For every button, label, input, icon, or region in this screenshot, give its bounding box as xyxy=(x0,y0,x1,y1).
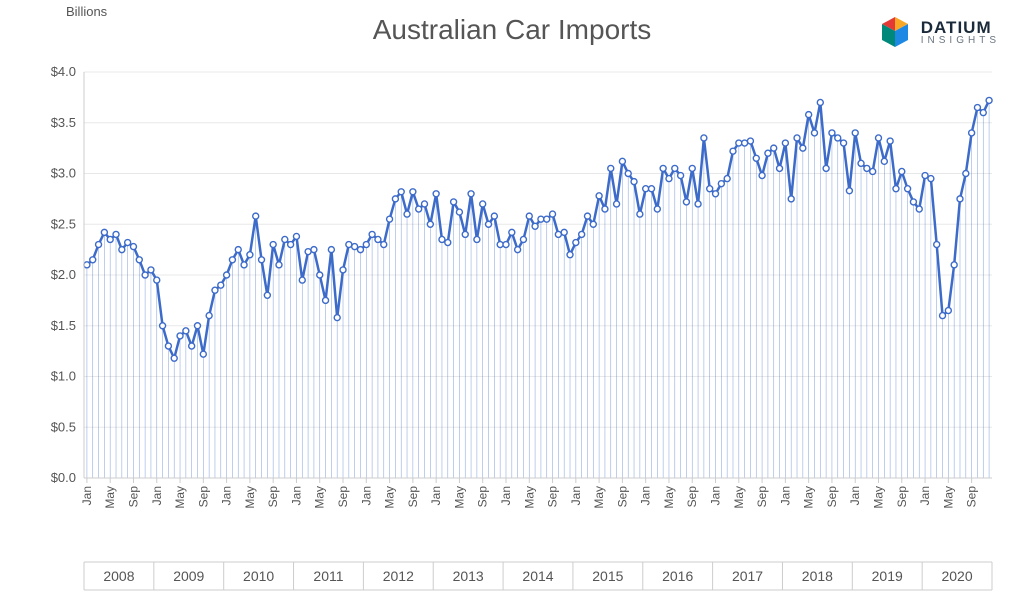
svg-text:2014: 2014 xyxy=(522,568,553,584)
svg-text:Jan: Jan xyxy=(709,486,723,505)
svg-text:May: May xyxy=(103,486,117,509)
svg-text:$2.5: $2.5 xyxy=(51,216,76,231)
svg-text:May: May xyxy=(243,486,257,509)
svg-text:Sep: Sep xyxy=(266,486,280,508)
svg-text:$0.0: $0.0 xyxy=(51,470,76,485)
svg-text:2012: 2012 xyxy=(383,568,414,584)
svg-text:Jan: Jan xyxy=(848,486,862,505)
svg-text:Jan: Jan xyxy=(289,486,303,505)
svg-text:2015: 2015 xyxy=(592,568,623,584)
svg-text:Sep: Sep xyxy=(825,486,839,508)
svg-text:Jan: Jan xyxy=(639,486,653,505)
svg-text:May: May xyxy=(802,486,816,509)
svg-text:$1.0: $1.0 xyxy=(51,369,76,384)
chart-title: Australian Car Imports xyxy=(0,14,1024,46)
svg-text:May: May xyxy=(383,486,397,509)
svg-text:2011: 2011 xyxy=(313,568,343,584)
brand-logo: DATIUM INSIGHTS xyxy=(877,14,1000,50)
svg-text:May: May xyxy=(452,486,466,509)
svg-text:Jan: Jan xyxy=(918,486,932,505)
svg-text:Sep: Sep xyxy=(965,486,979,508)
svg-text:May: May xyxy=(173,486,187,509)
svg-text:$1.5: $1.5 xyxy=(51,318,76,333)
svg-text:May: May xyxy=(941,486,955,509)
svg-text:Sep: Sep xyxy=(685,486,699,508)
svg-text:Sep: Sep xyxy=(546,486,560,508)
svg-text:2020: 2020 xyxy=(941,568,972,584)
svg-text:2009: 2009 xyxy=(173,568,204,584)
svg-text:2013: 2013 xyxy=(453,568,484,584)
svg-text:May: May xyxy=(522,486,536,509)
svg-text:Sep: Sep xyxy=(615,486,629,508)
logo-subtitle: INSIGHTS xyxy=(921,36,1000,46)
chart-svg: $0.0 $0.5 $1.0 $1.5 $2.0 $2.5 $3.0 $3.5 $4.0 Jan M… xyxy=(20,60,1004,596)
svg-text:May: May xyxy=(313,486,327,509)
svg-text:Jan: Jan xyxy=(150,486,164,505)
svg-text:Jan: Jan xyxy=(569,486,583,505)
svg-text:Sep: Sep xyxy=(406,486,420,508)
svg-text:$0.5: $0.5 xyxy=(51,419,76,434)
svg-text:Sep: Sep xyxy=(755,486,769,508)
svg-text:May: May xyxy=(592,486,606,509)
svg-text:Sep: Sep xyxy=(895,486,909,508)
svg-text:May: May xyxy=(732,486,746,509)
svg-text:Sep: Sep xyxy=(336,486,350,508)
svg-text:2019: 2019 xyxy=(872,568,903,584)
svg-text:Jan: Jan xyxy=(429,486,443,505)
svg-text:Jan: Jan xyxy=(220,486,234,505)
y-axis-title: Billions xyxy=(66,4,107,19)
svg-text:Jan: Jan xyxy=(359,486,373,505)
svg-text:$2.0: $2.0 xyxy=(51,267,76,282)
svg-text:2018: 2018 xyxy=(802,568,833,584)
logo-name: DATIUM xyxy=(921,19,1000,36)
svg-text:$3.5: $3.5 xyxy=(51,115,76,130)
svg-text:Sep: Sep xyxy=(126,486,140,508)
svg-text:$3.0: $3.0 xyxy=(51,166,76,181)
svg-text:2008: 2008 xyxy=(103,568,134,584)
svg-text:$4.0: $4.0 xyxy=(51,64,76,79)
logo-icon xyxy=(877,14,913,50)
svg-text:Jan: Jan xyxy=(778,486,792,505)
svg-text:Sep: Sep xyxy=(476,486,490,508)
svg-text:May: May xyxy=(872,486,886,509)
svg-text:2016: 2016 xyxy=(662,568,693,584)
svg-text:2017: 2017 xyxy=(732,568,763,584)
svg-text:Jan: Jan xyxy=(499,486,513,505)
svg-text:Jan: Jan xyxy=(80,486,94,505)
svg-text:May: May xyxy=(662,486,676,509)
chart-area: $0.0 $0.5 $1.0 $1.5 $2.0 $2.5 $3.0 $3.5 $4.0 Jan M… xyxy=(20,60,1004,596)
svg-text:2010: 2010 xyxy=(243,568,274,584)
svg-text:Sep: Sep xyxy=(196,486,210,508)
